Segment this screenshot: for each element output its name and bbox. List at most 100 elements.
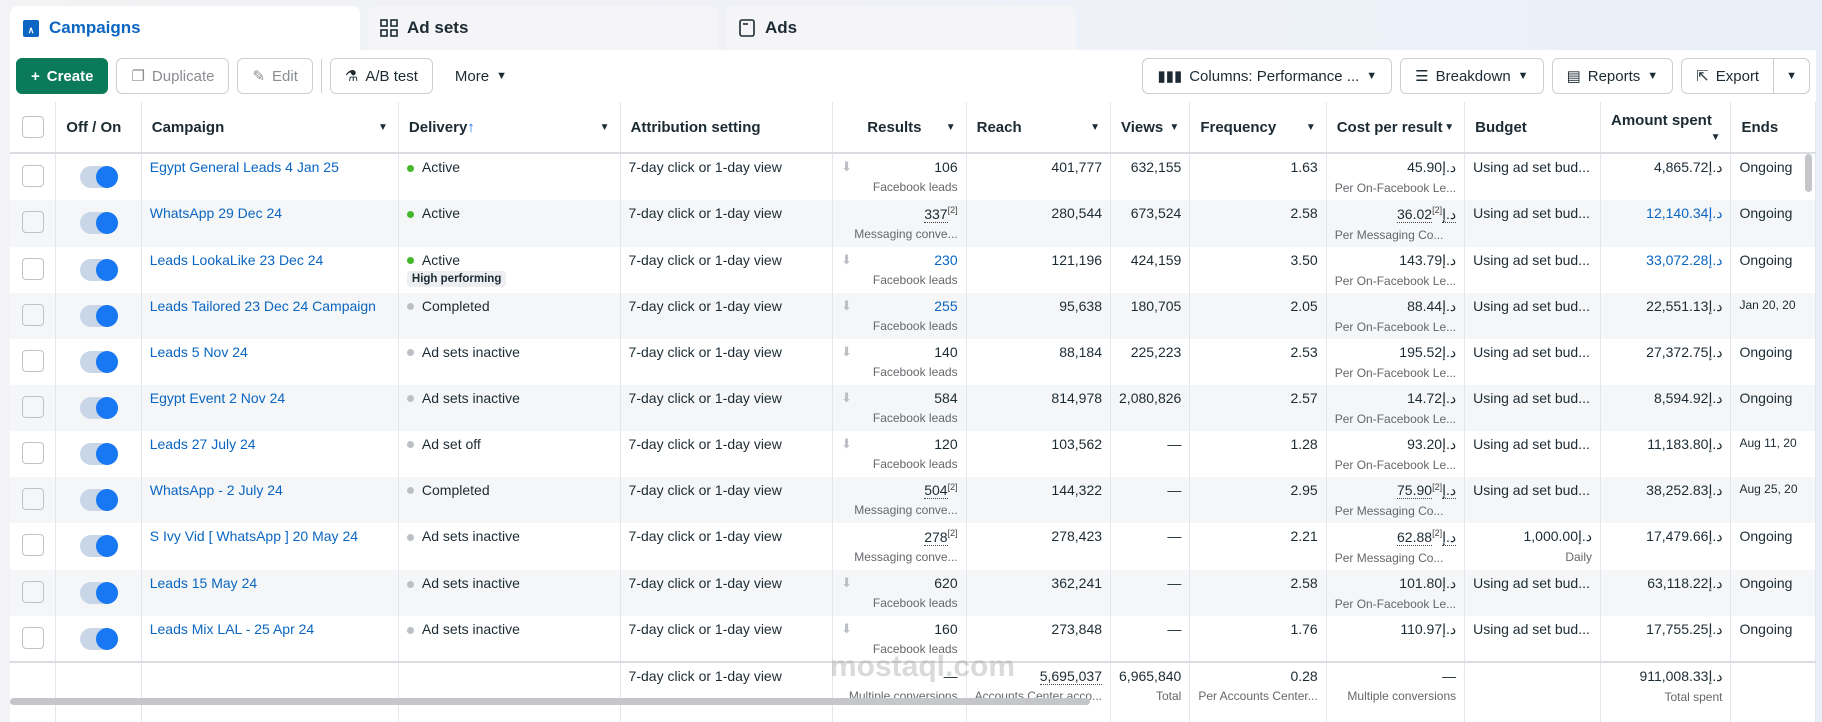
table-row[interactable]: Leads Mix LAL - 25 Apr 24 Ad sets inacti… — [10, 615, 1816, 662]
cost-type: Per On-Facebook Le... — [1334, 596, 1457, 611]
column-header[interactable]: Cost per result ▼ — [1326, 102, 1466, 154]
ab-test-button[interactable]: ⚗ A/B test — [329, 58, 433, 94]
table-row[interactable]: Leads 27 July 24 Ad set off 7-day click … — [10, 430, 1816, 477]
export-options-button[interactable]: ▼ — [1774, 58, 1810, 94]
column-header[interactable]: Attribution setting — [620, 102, 834, 154]
tab-campaigns[interactable]: ∧ Campaigns — [10, 6, 360, 50]
table-row[interactable]: WhatsApp - 2 July 24 Completed 7-day cli… — [10, 476, 1816, 524]
campaign-toggle[interactable] — [55, 200, 142, 247]
results-value[interactable]: 230 — [934, 251, 958, 268]
campaign-toggle[interactable] — [55, 338, 142, 385]
campaign-toggle[interactable] — [55, 569, 142, 616]
caret-down-icon[interactable]: ▼ — [1305, 121, 1316, 133]
column-header[interactable]: Ends — [1730, 102, 1816, 154]
campaign-name-link[interactable]: Egypt Event 2 Nov 24 — [149, 389, 286, 406]
row-checkbox[interactable] — [10, 430, 57, 477]
more-button[interactable]: More ▼ — [440, 58, 521, 94]
campaign-toggle[interactable] — [55, 615, 142, 662]
column-header[interactable]: Results ▼ — [832, 102, 967, 154]
horizontal-scrollbar[interactable] — [10, 698, 1090, 705]
row-checkbox[interactable] — [10, 523, 57, 570]
columns-icon: ▮▮▮ — [1157, 68, 1183, 85]
campaign-name-link[interactable]: Leads Mix LAL - 25 Apr 24 — [149, 620, 315, 637]
table-row[interactable]: Leads 5 Nov 24 Ad sets inactive 7-day cl… — [10, 338, 1816, 385]
amount-spent-value[interactable]: 33,072.28 — [1646, 251, 1709, 268]
cost-type: Per On-Facebook Le... — [1334, 273, 1457, 288]
results-value: 620 — [934, 574, 958, 591]
edit-button[interactable]: ✎ Edit — [237, 58, 313, 94]
amount-spent-value[interactable]: 12,140.34 — [1646, 205, 1709, 221]
caret-down-icon[interactable]: ▼ — [1090, 121, 1101, 133]
table-row[interactable]: Egypt General Leads 4 Jan 25 Active 7-da… — [10, 153, 1816, 200]
campaign-toggle[interactable] — [55, 384, 142, 431]
column-header[interactable]: Campaign ▼ — [141, 102, 399, 154]
row-checkbox[interactable] — [10, 200, 57, 247]
campaign-toggle[interactable] — [55, 292, 142, 339]
caret-down-icon[interactable]: ▼ — [945, 121, 956, 133]
campaign-toggle[interactable] — [55, 246, 142, 293]
amount-spent-value: 17,479.66 — [1646, 528, 1709, 545]
tab-ad-sets[interactable]: Ad sets — [368, 6, 718, 50]
campaign-toggle[interactable] — [55, 523, 142, 570]
column-header[interactable]: Delivery↑ ▼ — [398, 102, 621, 154]
columns-button[interactable]: ▮▮▮ Columns: Performance ... ▼ — [1142, 58, 1393, 94]
column-header-label: Views — [1121, 118, 1164, 136]
campaign-name-link[interactable]: WhatsApp - 2 July 24 — [149, 481, 283, 498]
campaign-name-link[interactable]: Leads 5 Nov 24 — [149, 343, 248, 360]
caret-down-icon[interactable]: ▼ — [599, 121, 610, 133]
currency: د.إ — [1708, 343, 1723, 360]
table-row[interactable]: Egypt Event 2 Nov 24 Ad sets inactive 7-… — [10, 384, 1816, 431]
campaign-name-link[interactable]: WhatsApp 29 Dec 24 — [149, 205, 283, 221]
row-checkbox[interactable] — [10, 153, 57, 200]
column-header[interactable]: Off / On — [55, 102, 142, 154]
row-checkbox[interactable] — [10, 338, 57, 385]
row-checkbox[interactable] — [10, 569, 57, 616]
campaign-toggle[interactable] — [55, 476, 142, 524]
caret-down-icon[interactable]: ▼ — [1444, 121, 1455, 133]
status-dot — [406, 534, 414, 542]
campaign-name-link[interactable]: Leads 15 May 24 — [149, 574, 258, 591]
table-row[interactable]: WhatsApp 29 Dec 24 Active 7-day click or… — [10, 200, 1816, 247]
reports-button[interactable]: ▤ Reports ▼ — [1551, 58, 1674, 94]
column-header-label: Ends — [1741, 118, 1779, 136]
campaign-name-link[interactable]: Leads LookaLike 23 Dec 24 — [149, 251, 324, 268]
row-checkbox[interactable] — [10, 246, 57, 293]
campaign-name-link[interactable]: Egypt General Leads 4 Jan 25 — [149, 159, 339, 175]
breakdown-button[interactable]: ☰ Breakdown ▼ — [1400, 58, 1544, 94]
row-checkbox[interactable] — [10, 615, 57, 662]
cost-value: 93.20 — [1407, 435, 1443, 452]
currency: د.إ — [1442, 389, 1457, 406]
campaign-name-link[interactable]: S Ivy Vid [ WhatsApp ] 20 May 24 — [149, 528, 359, 545]
reach-value: 273,848 — [1051, 620, 1103, 637]
table-row[interactable]: Leads LookaLike 23 Dec 24 Active High per… — [10, 246, 1816, 293]
column-header[interactable]: Budget — [1464, 102, 1601, 154]
caret-down-icon[interactable]: ▼ — [378, 121, 388, 133]
row-checkbox[interactable] — [10, 292, 57, 339]
results-value[interactable]: 255 — [934, 297, 958, 314]
tab-ads[interactable]: Ads — [726, 6, 1076, 50]
duplicate-button[interactable]: ❐ Duplicate — [116, 58, 230, 94]
column-header[interactable]: Reach ▼ — [966, 102, 1112, 154]
table-row[interactable]: Leads 15 May 24 Ad sets inactive 7-day c… — [10, 569, 1816, 616]
table-row[interactable]: S Ivy Vid [ WhatsApp ] 20 May 24 Ad sets… — [10, 523, 1816, 570]
caret-down-icon[interactable]: ▼ — [1710, 131, 1721, 143]
create-button[interactable]: + Create — [16, 58, 109, 94]
row-checkbox[interactable] — [10, 384, 57, 431]
campaign-toggle[interactable] — [55, 430, 142, 477]
row-checkbox[interactable] — [10, 476, 57, 524]
table-row[interactable]: Leads Tailored 23 Dec 24 Campaign Comple… — [10, 292, 1816, 339]
campaign-name-link[interactable]: Leads 27 July 24 — [149, 435, 256, 452]
campaign-name-link[interactable]: Leads Tailored 23 Dec 24 Campaign — [149, 297, 376, 314]
column-header[interactable]: Frequency ▼ — [1189, 102, 1327, 154]
totals-reach: 5,695,037 — [1039, 667, 1103, 685]
export-button[interactable]: ⇱ Export — [1681, 58, 1775, 94]
column-header[interactable]: Amount spent ▼ — [1600, 102, 1732, 154]
vertical-scrollbar[interactable] — [1805, 154, 1812, 192]
campaign-toggle[interactable] — [55, 153, 142, 200]
select-all-checkbox[interactable] — [10, 102, 57, 154]
column-header[interactable]: Views ▼ — [1110, 102, 1191, 154]
views-value: — — [1167, 481, 1182, 498]
level-tabs: ∧ Campaigns Ad sets Ads — [10, 6, 1076, 50]
currency: د.إ — [1442, 574, 1457, 591]
caret-down-icon[interactable]: ▼ — [1169, 121, 1180, 133]
